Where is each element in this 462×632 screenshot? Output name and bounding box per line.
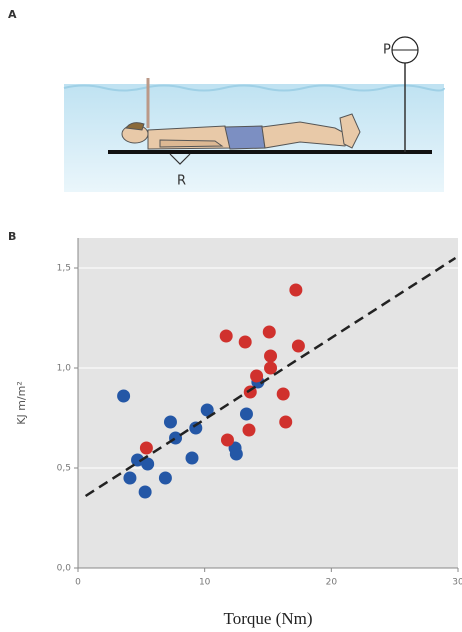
y-tick-label: 0,0 <box>57 564 72 574</box>
data-point <box>276 387 290 401</box>
data-point <box>169 431 183 445</box>
data-point <box>291 339 305 353</box>
panel-label: A <box>8 8 17 21</box>
data-point <box>131 453 145 467</box>
data-point <box>239 407 253 421</box>
data-point <box>242 423 256 437</box>
data-point <box>279 415 293 429</box>
data-point <box>163 415 177 429</box>
data-point <box>219 329 233 343</box>
data-point <box>158 471 172 485</box>
y-tick-label: 0,5 <box>57 464 71 474</box>
rest-support <box>169 153 191 165</box>
data-point <box>185 451 199 465</box>
x-tick-label: 0 <box>75 578 81 588</box>
x-axis-label: Torque (Nm) <box>224 609 313 628</box>
data-point <box>238 335 252 349</box>
data-point <box>250 369 264 383</box>
y-tick-label: 1,0 <box>57 364 72 374</box>
data-point <box>264 361 278 375</box>
data-point <box>200 403 214 417</box>
data-point <box>117 389 131 403</box>
data-point <box>123 471 137 485</box>
water-surface <box>63 84 445 92</box>
data-point <box>262 325 276 339</box>
data-point <box>141 457 155 471</box>
data-point <box>220 433 234 447</box>
plot-background <box>78 238 458 568</box>
data-point <box>264 349 278 363</box>
person <box>121 113 361 150</box>
x-tick-label: 30 <box>452 578 462 588</box>
pump-label: P <box>383 43 391 58</box>
data-point <box>139 441 153 455</box>
y-axis-label: KJ m/m² <box>15 381 28 425</box>
rest-label: R <box>177 174 186 189</box>
data-point <box>138 485 152 499</box>
trend-line <box>84 256 457 498</box>
x-tick-label: 20 <box>326 578 338 588</box>
y-tick-label: 1,5 <box>57 264 71 274</box>
data-point <box>189 421 203 435</box>
x-tick-label: 10 <box>199 578 211 588</box>
data-point <box>289 283 303 297</box>
data-point <box>229 447 243 461</box>
panel-label: B <box>8 230 16 243</box>
